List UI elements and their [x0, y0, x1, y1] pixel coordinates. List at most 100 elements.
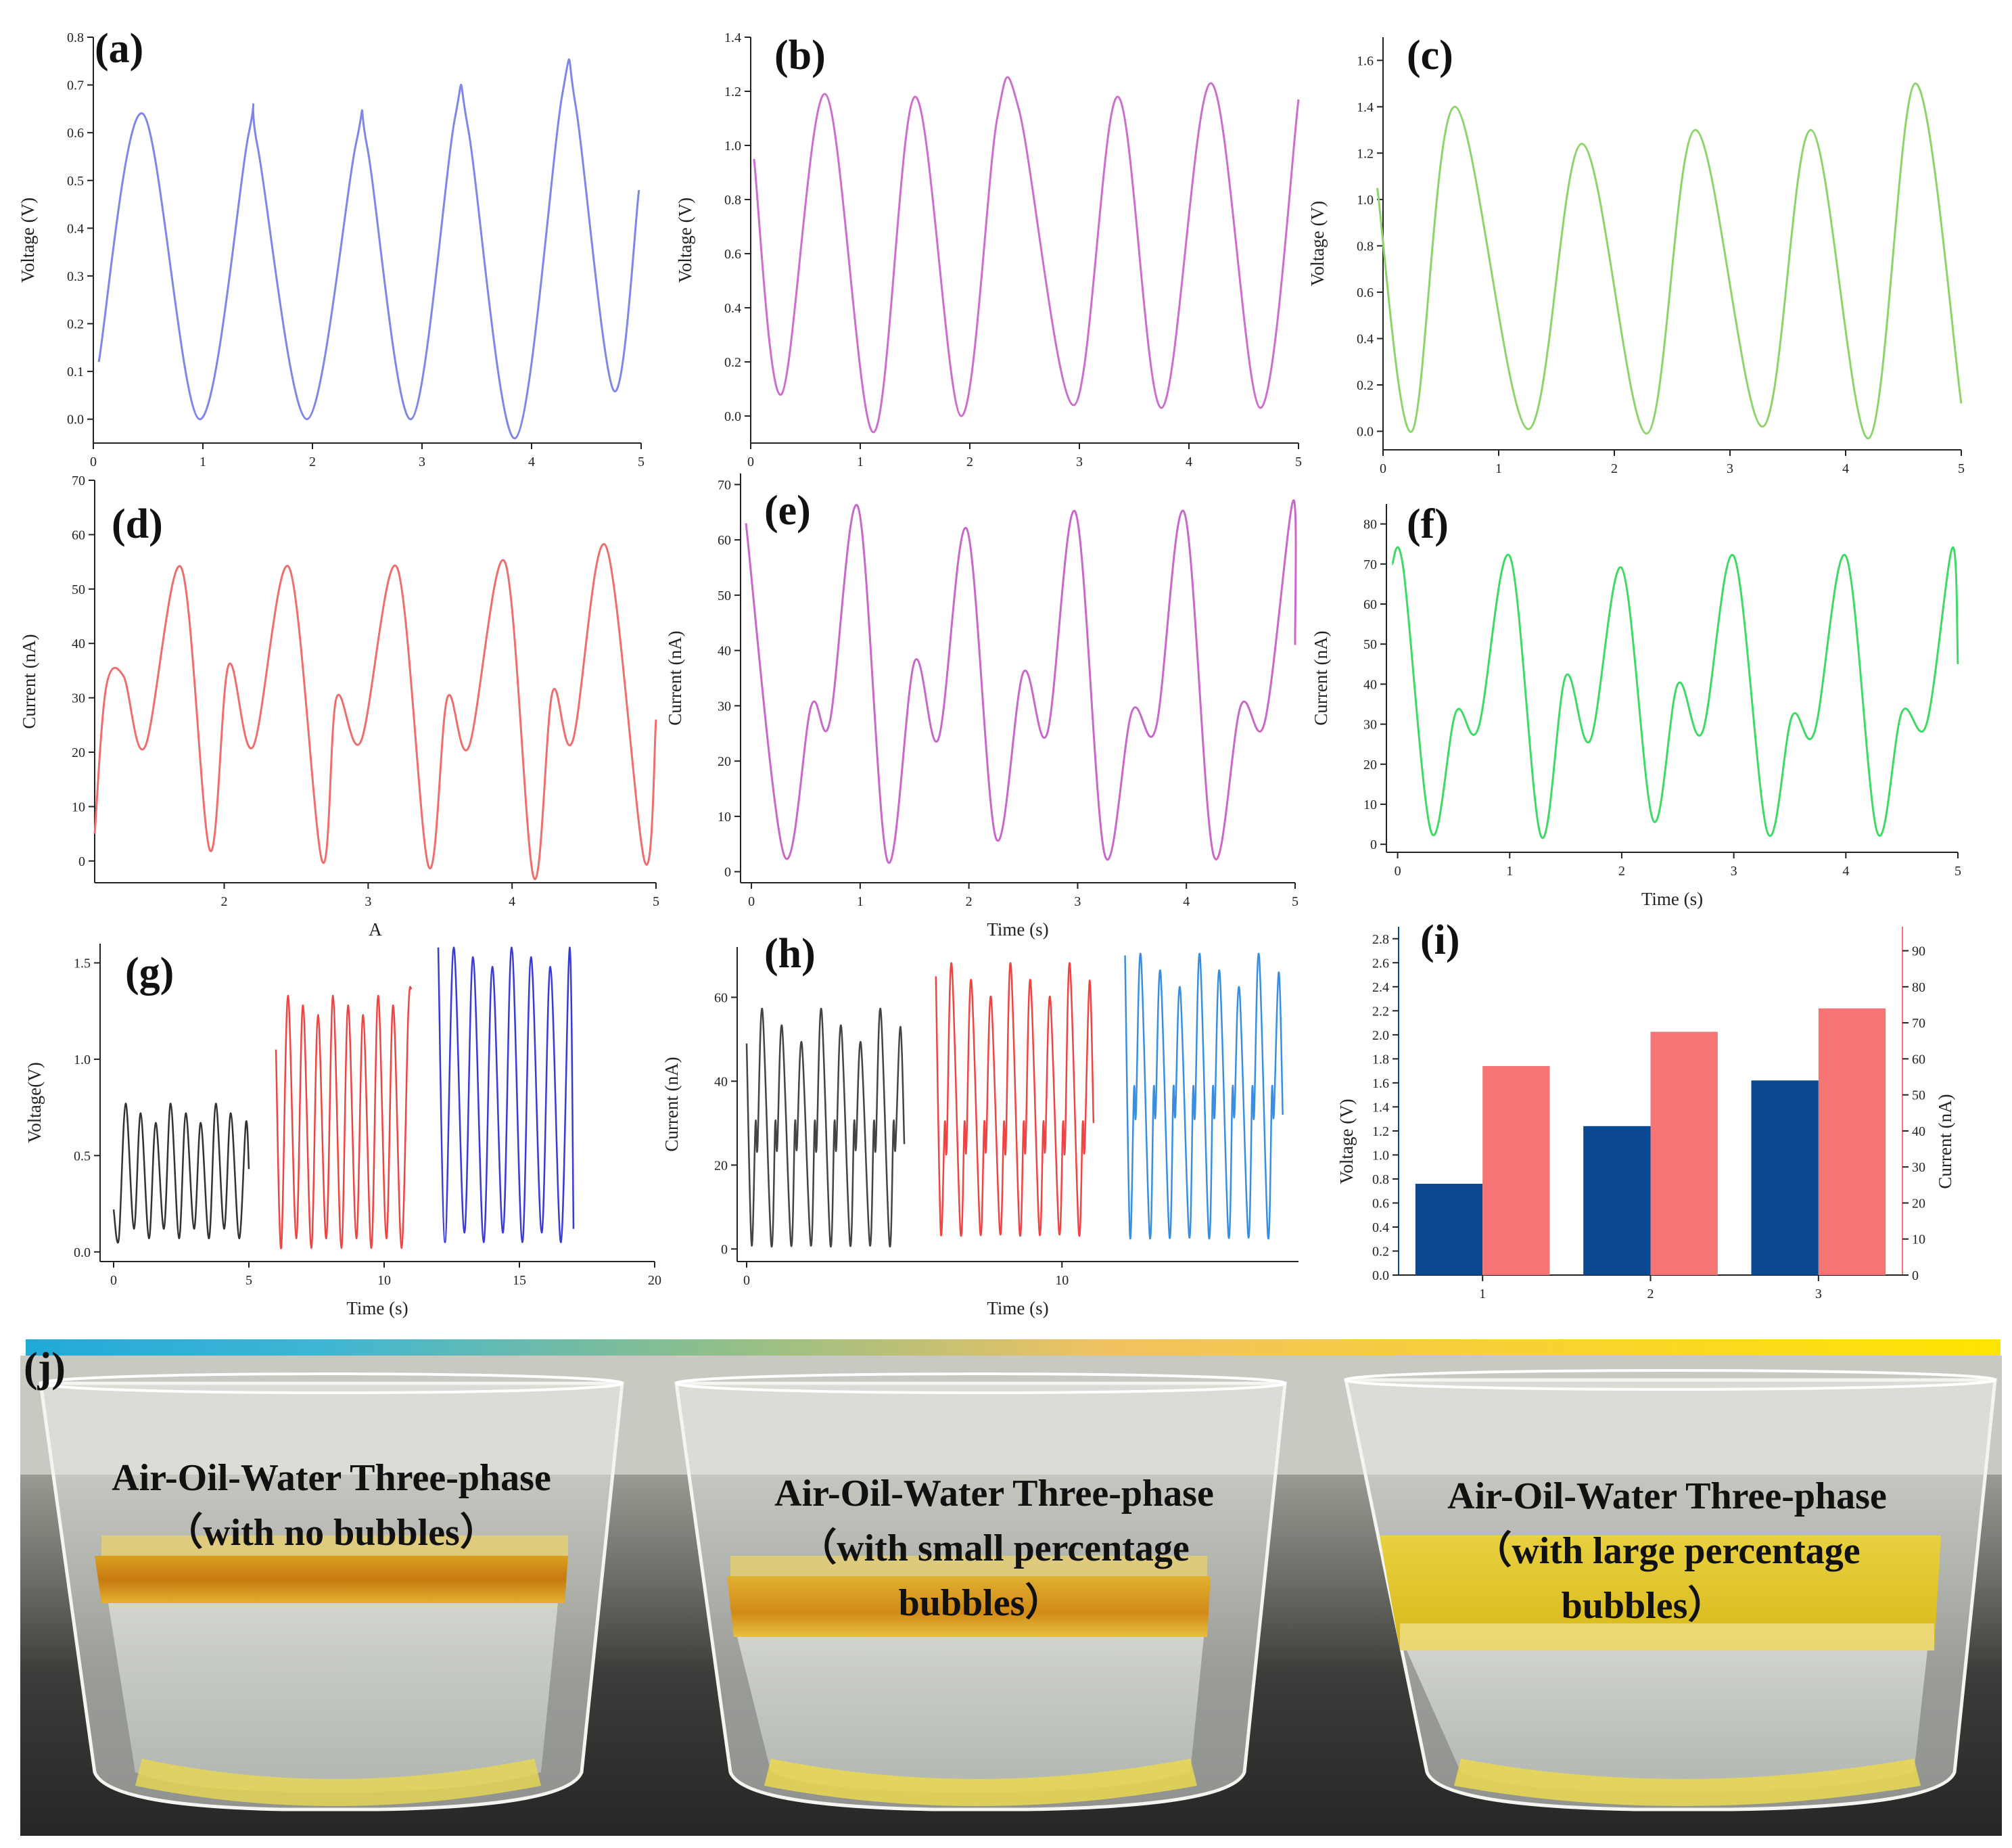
cup3-label-line1: Air-Oil-Water Three-phase	[1447, 1475, 1887, 1517]
x-tick-label: 0	[110, 1273, 117, 1288]
cup-large-percentage-bubbles	[1343, 1369, 1997, 1811]
x-tick-label: 2	[221, 894, 228, 909]
x-tick-label: 1	[1506, 864, 1513, 879]
panel-a-voltage-chart: 0.0 0.1 0.2 0.3 0.4 0.5 0.6 0.7 0.8 0 1 2 3 4 5 Voltage…	[18, 26, 645, 469]
y-tick-label: 0	[1912, 1268, 1919, 1283]
y-tick-label: 50	[1363, 637, 1377, 652]
y-tick-label: 0.4	[1357, 332, 1374, 347]
panel-label: (f)	[1407, 501, 1449, 547]
x-tick-label: 3	[419, 455, 425, 469]
panel-label: (h)	[764, 931, 816, 977]
y-tick-label: 40	[1363, 677, 1377, 692]
y-tick-label: 0.1	[67, 365, 84, 379]
y-tick-label: 1.8	[1372, 1052, 1389, 1067]
y-tick-label: 50	[72, 582, 85, 597]
panel-b-voltage-chart: 0.0 0.2 0.4 0.6 0.8 1.0 1.2 1.4 0 1 2 3 4 5 Voltage (V…	[675, 30, 1302, 469]
y-tick-label: 70	[718, 478, 731, 492]
y-tick-label: 0.8	[1357, 239, 1374, 254]
y-tick-label: 1.2	[724, 85, 741, 99]
water-layer	[108, 1603, 558, 1793]
panel-label-j: (j)	[24, 1345, 66, 1391]
y-tick-label: 0.0	[74, 1245, 91, 1260]
panel-i-bar-chart: 0.0 0.2 0.4 0.6 0.8 1.0 1.2 1.4 1.6 1.8 2.0 2.2 2.4 2…	[1336, 917, 1955, 1301]
x-tick-label: 0	[90, 455, 97, 469]
x-tick-label: 1	[857, 455, 864, 469]
series-line	[275, 986, 413, 1249]
bar-voltage-2	[1583, 1126, 1651, 1275]
cup-small-percentage-bubbles	[674, 1372, 1287, 1811]
y-tick-label: 2.8	[1372, 932, 1389, 947]
y-tick-label: 40	[714, 1074, 728, 1089]
x-tick-label: 2	[1611, 461, 1618, 476]
y-tick-label: 0.5	[67, 174, 84, 189]
y-tick-label: 2.2	[1372, 1004, 1389, 1019]
bar-current-1	[1482, 1066, 1550, 1275]
y-tick-label: 1.4	[724, 30, 741, 45]
x-tick-label: 3	[1815, 1287, 1822, 1301]
y-tick-label: 0.0	[67, 413, 84, 428]
y-tick-label: 1.6	[1372, 1076, 1389, 1091]
y-axis-title: Voltage (V)	[18, 198, 38, 283]
panel-label: (d)	[112, 501, 163, 547]
x-tick-label: 0	[748, 894, 755, 909]
panel-label: (g)	[125, 950, 174, 996]
y-tick-label: 30	[72, 691, 85, 706]
y-tick-label: 10	[718, 810, 731, 825]
y-tick-label: 80	[1363, 517, 1377, 532]
series-line	[745, 499, 1297, 864]
panel-j-photo: (j) Air-Oil-Water Three-phase （with no b…	[20, 1339, 2002, 1836]
y-tick-label: 60	[714, 990, 728, 1005]
y-axis-title: Voltage (V)	[1336, 1099, 1357, 1184]
y-tick-label: 2.6	[1372, 956, 1389, 971]
y-tick-label: 0.7	[67, 78, 84, 93]
y-tick-label: 60	[72, 528, 85, 542]
y-tick-label: 50	[1912, 1088, 1925, 1103]
x-tick-label: 3	[1076, 455, 1083, 469]
series-line	[112, 1103, 250, 1244]
y-tick-label: 0.4	[724, 301, 741, 316]
y2-axis-title: Current (nA)	[1935, 1094, 1955, 1188]
panel-e-current-chart: 0 10 20 30 40 50 60 70 0 1 2 3 4 5 Current (nA) Time (s…	[665, 473, 1299, 940]
bar-voltage-1	[1415, 1184, 1483, 1275]
x-tick-label: 10	[377, 1273, 391, 1288]
x-tick-label: 4	[1186, 455, 1192, 469]
x-tick-label: 5	[653, 894, 659, 909]
x-tick-label: 3	[1731, 864, 1737, 879]
y-axis-title: Voltage(V)	[24, 1062, 45, 1142]
y-axis-title: Current (nA)	[665, 630, 685, 725]
x-tick-label: 1	[857, 894, 864, 909]
x-tick-label: 3	[365, 894, 371, 909]
y-tick-label: 0.3	[67, 269, 84, 284]
y-tick-label: 10	[1912, 1232, 1925, 1247]
y-axis-title: Current (nA)	[661, 1057, 682, 1151]
panel-d-current-chart: 0 10 20 30 40 50 60 70 2 3 4 5 Current (nA) A (d)	[19, 473, 659, 940]
x-tick-label: 4	[1183, 894, 1190, 909]
y-tick-label: 50	[718, 588, 731, 603]
panel-label: (i)	[1420, 917, 1460, 963]
x-tick-label: 20	[648, 1273, 661, 1288]
y-tick-label: 2.0	[1372, 1028, 1389, 1043]
y-tick-label: 70	[1912, 1016, 1925, 1031]
y-tick-label: 1.0	[74, 1053, 91, 1067]
x-tick-label: 2	[966, 894, 973, 909]
y-tick-label: 0.6	[1372, 1196, 1389, 1211]
y-tick-label: 1.6	[1357, 53, 1374, 68]
x-tick-label: 5	[1958, 461, 1965, 476]
y-tick-label: 0.8	[67, 30, 84, 45]
series-line	[437, 946, 575, 1243]
y-tick-label: 40	[718, 644, 731, 659]
x-tick-label: 3	[1074, 894, 1081, 909]
gradient-bar	[26, 1339, 2001, 1356]
panel-g-voltage-comparison-chart: 0.0 0.5 1.0 1.5 0 5 10 15 20 Voltage(V) Time (s) (g…	[24, 944, 661, 1318]
series-line	[745, 1007, 906, 1248]
y-tick-label: 0	[724, 865, 731, 880]
y-tick-label: 1.2	[1357, 146, 1374, 161]
cup2-label-line3: bubbles）	[899, 1581, 1063, 1624]
y-tick-label: 1.0	[1372, 1148, 1389, 1163]
y-tick-label: 0	[78, 854, 85, 869]
y-tick-label: 0.2	[1372, 1244, 1389, 1259]
y-tick-label: 70	[1363, 557, 1377, 572]
y-tick-label: 0	[1370, 837, 1377, 852]
y-tick-label: 0.6	[67, 126, 84, 141]
x-tick-label: 1	[1495, 461, 1502, 476]
